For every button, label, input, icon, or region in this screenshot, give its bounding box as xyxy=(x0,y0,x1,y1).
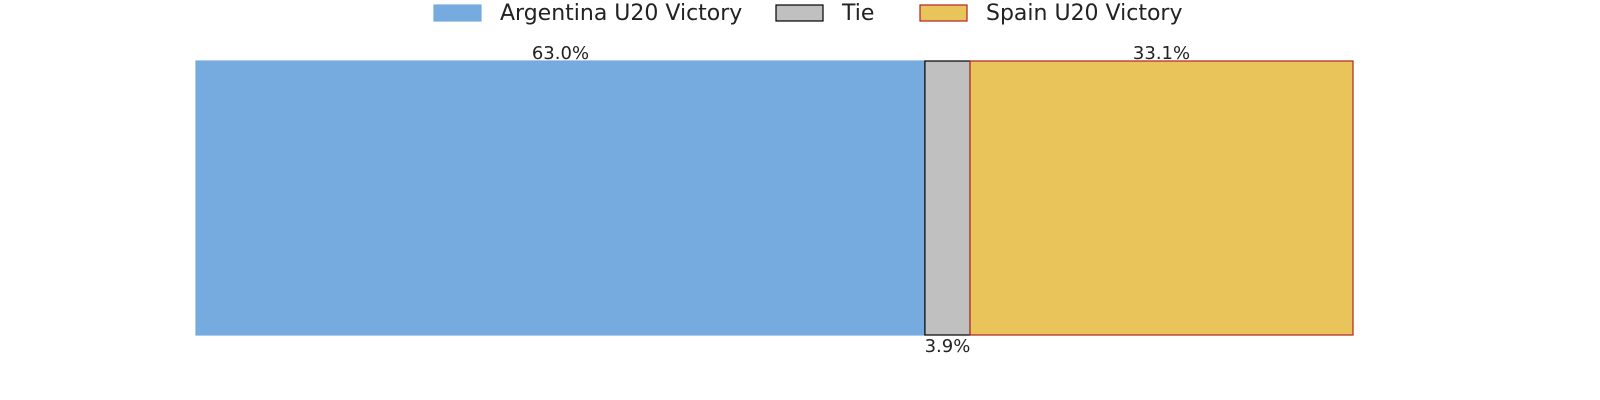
bar-segment xyxy=(924,60,971,336)
legend-label: Spain U20 Victory xyxy=(986,1,1182,26)
legend-label: Tie xyxy=(841,1,874,26)
legend-swatch xyxy=(433,4,482,22)
bar-segment xyxy=(195,60,926,336)
value-label: 33.1% xyxy=(1133,43,1190,64)
legend-label: Argentina U20 Victory xyxy=(500,1,742,26)
bar-segment xyxy=(969,60,1354,336)
legend-swatch xyxy=(919,4,968,22)
value-label: 3.9% xyxy=(925,336,971,357)
value-label: 63.0% xyxy=(532,43,589,64)
legend-swatch xyxy=(775,4,824,22)
